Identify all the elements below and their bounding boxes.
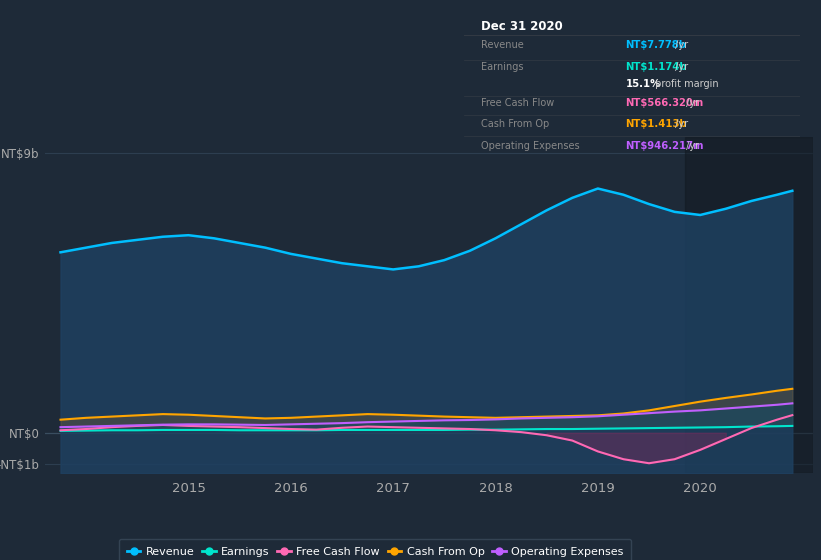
Text: NT$566.320m: NT$566.320m — [626, 97, 704, 108]
Text: NT$7.778b: NT$7.778b — [626, 40, 686, 50]
Text: 15.1%: 15.1% — [626, 78, 661, 88]
Legend: Revenue, Earnings, Free Cash Flow, Cash From Op, Operating Expenses: Revenue, Earnings, Free Cash Flow, Cash … — [119, 539, 631, 560]
Text: /yr: /yr — [683, 97, 699, 108]
Text: Dec 31 2020: Dec 31 2020 — [481, 20, 562, 33]
Text: Free Cash Flow: Free Cash Flow — [481, 97, 554, 108]
Text: Earnings: Earnings — [481, 62, 523, 72]
Text: /yr: /yr — [672, 62, 689, 72]
Text: Operating Expenses: Operating Expenses — [481, 141, 580, 151]
Text: Revenue: Revenue — [481, 40, 524, 50]
Text: profit margin: profit margin — [652, 78, 718, 88]
Text: NT$1.413b: NT$1.413b — [626, 119, 687, 129]
Text: /yr: /yr — [672, 40, 689, 50]
Text: Cash From Op: Cash From Op — [481, 119, 549, 129]
Bar — [685, 137, 813, 473]
Text: /yr: /yr — [683, 141, 699, 151]
Text: NT$946.217m: NT$946.217m — [626, 141, 704, 151]
Text: /yr: /yr — [672, 119, 689, 129]
Text: NT$1.174b: NT$1.174b — [626, 62, 687, 72]
